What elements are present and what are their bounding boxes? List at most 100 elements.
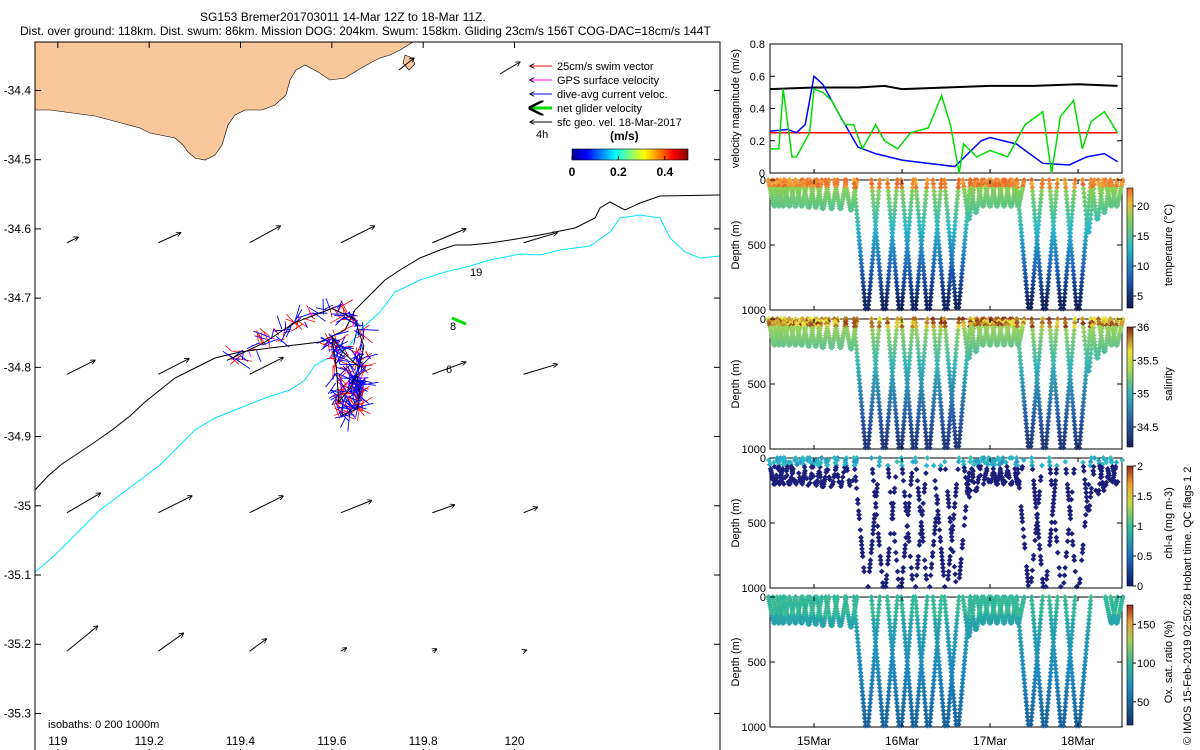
temperature-point <box>1067 233 1073 240</box>
legend-label: dive-avg current veloc. <box>557 89 668 101</box>
temperature-point <box>870 249 877 255</box>
track-vector <box>348 362 355 374</box>
temperature-point <box>868 271 875 278</box>
temperature-point <box>889 237 896 244</box>
temperature-point <box>915 275 922 282</box>
salinity-point <box>877 414 884 421</box>
track-vector <box>336 366 345 371</box>
temperature-point <box>1069 207 1076 214</box>
track-vector <box>354 404 367 410</box>
temperature-point <box>1038 192 1045 198</box>
temperature-point <box>921 271 927 278</box>
temperature-point <box>1083 233 1089 240</box>
track-vector <box>352 388 363 402</box>
geostrophic-arrow <box>66 237 78 244</box>
temperature-point <box>959 267 966 273</box>
temperature-point <box>910 180 916 187</box>
temperature-point <box>1064 268 1070 274</box>
salinity-point <box>861 429 867 436</box>
temperature-point <box>1063 192 1070 198</box>
salinity-point <box>885 414 892 421</box>
temperature-point <box>1066 230 1073 236</box>
temperature-point <box>1084 220 1090 227</box>
track-vector <box>335 347 341 356</box>
temperature-point <box>921 275 928 282</box>
salinity-point <box>899 441 905 447</box>
temperature-point <box>937 260 944 267</box>
temperature-point <box>1024 289 1030 296</box>
salinity-point <box>913 433 920 440</box>
temperature-point <box>962 237 968 243</box>
temperature-point <box>860 286 867 293</box>
salinity-point <box>878 429 885 436</box>
temperature-point <box>951 282 957 288</box>
temperature-point <box>878 290 885 297</box>
temperature-point <box>1039 184 1045 191</box>
salinity-point <box>877 418 884 425</box>
temperature-point <box>861 294 868 301</box>
temperature-point <box>870 252 876 259</box>
temperature-point <box>799 203 806 209</box>
temperature-point <box>927 294 934 301</box>
temperature-point <box>855 222 861 229</box>
salinity-point <box>853 346 860 353</box>
temperature-point <box>952 293 958 299</box>
temperature-point <box>1008 203 1015 209</box>
temperature-point <box>905 226 912 233</box>
temperature-point <box>926 305 933 312</box>
temperature-point <box>909 188 916 195</box>
temperature-point <box>902 264 909 270</box>
temperature-point <box>859 271 866 278</box>
temperature-point <box>902 260 909 267</box>
temperature-point <box>1080 181 1086 188</box>
salinity-point <box>872 354 878 360</box>
temperature-point <box>891 252 897 259</box>
temperature-point <box>888 249 894 255</box>
temperature-point <box>1029 289 1036 296</box>
track-vector <box>332 329 337 340</box>
temperature-point <box>901 207 907 214</box>
temperature-point <box>945 218 952 225</box>
temperature-point <box>899 184 905 191</box>
temperature-point <box>1053 196 1059 202</box>
temperature-point <box>954 199 960 206</box>
geostrophic-arrow <box>249 357 284 375</box>
salinity-point <box>901 350 908 356</box>
salinity-point <box>892 403 898 409</box>
salinity-point <box>913 437 920 443</box>
track-vector <box>353 351 363 354</box>
temperature-point <box>913 302 919 308</box>
salinity-point <box>852 331 859 337</box>
track-vector <box>340 299 354 308</box>
temperature-point <box>1078 286 1084 293</box>
geostrophic-arrow <box>249 226 281 244</box>
track-vector <box>336 346 346 364</box>
temperature-point <box>938 180 944 187</box>
temperature-point <box>951 226 958 233</box>
temperature-point <box>1051 207 1058 214</box>
temperature-point <box>878 286 885 293</box>
geostrophic-arrow <box>340 500 372 514</box>
temperature-point <box>902 226 909 233</box>
salinity-point <box>875 335 881 341</box>
salinity-point <box>884 422 891 428</box>
temperature-point <box>1038 283 1045 289</box>
track-vector <box>339 374 343 393</box>
temperature-point <box>891 256 898 263</box>
salinity-point <box>879 437 886 443</box>
temperature-point <box>1046 268 1053 274</box>
temperature-point <box>1081 198 1088 205</box>
temperature-point <box>1018 225 1024 232</box>
temperature-point <box>907 207 914 214</box>
temperature-point <box>1019 240 1026 247</box>
temperature-point <box>1030 274 1037 281</box>
temperature-point <box>899 188 906 195</box>
temperature-point <box>932 203 939 210</box>
salinity-point <box>874 338 881 345</box>
temperature-point <box>1081 252 1087 259</box>
temperature-point <box>877 279 884 286</box>
temperature-point <box>922 203 928 210</box>
temperature-point <box>916 222 923 229</box>
temperature-point <box>1066 222 1072 229</box>
temperature-point <box>1091 177 1098 183</box>
